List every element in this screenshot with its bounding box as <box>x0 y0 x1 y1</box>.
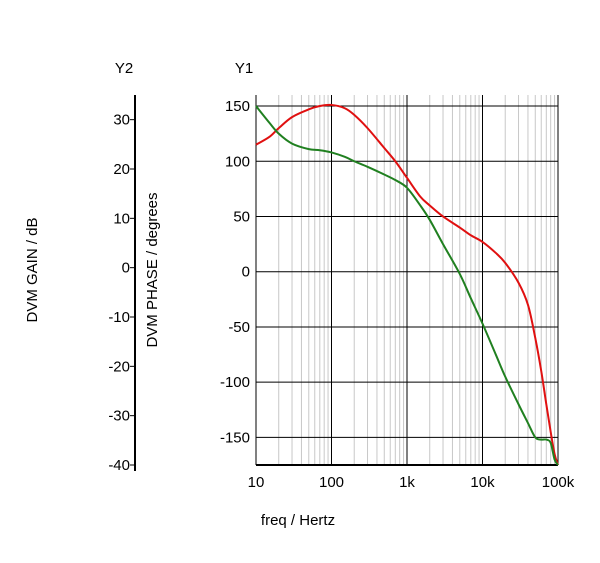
y2-tick-label: -20 <box>108 358 130 375</box>
y2-tick-label: -10 <box>108 309 130 326</box>
x-axis-label: freq / Hertz <box>261 512 335 529</box>
y1-tick-label: -100 <box>220 374 250 391</box>
y2-tick-label: 0 <box>122 260 130 277</box>
series-line-1 <box>255 103 559 466</box>
x-tick-label: 100k <box>542 474 575 491</box>
y1-tick-label: 0 <box>242 264 250 281</box>
y2-tick-label: 30 <box>113 112 130 129</box>
y2-tick-label: 10 <box>113 210 130 227</box>
y1-tick-label: 100 <box>225 153 250 170</box>
y2-tick-label: 20 <box>113 161 130 178</box>
series-line-2 <box>255 105 559 466</box>
y1-tick-label: 50 <box>233 208 250 225</box>
x-axis: 10 100 1k 10k 100k <box>248 474 575 491</box>
y1-tick-label: 150 <box>225 98 250 115</box>
x-tick-label: 10k <box>470 474 495 491</box>
x-tick-label: 10 <box>248 474 265 491</box>
y2-tick-label: -40 <box>108 457 130 474</box>
y2-tick-label: -30 <box>108 408 130 425</box>
y2-axis: 30 20 10 0 -10 -20 -30 -40 <box>108 95 136 474</box>
x-tick-label: 100 <box>319 474 344 491</box>
y1-tick-label: -150 <box>220 429 250 446</box>
grid <box>255 95 559 466</box>
y2-axis-name: Y2 <box>115 60 133 77</box>
x-tick-label: 1k <box>399 474 415 491</box>
series-layer <box>255 103 559 466</box>
y1-axis-label: DVM PHASE / degrees <box>144 192 161 347</box>
y1-axis-name: Y1 <box>235 60 253 77</box>
y2-axis-label: DVM GAIN / dB <box>24 217 41 322</box>
y1-tick-label: -50 <box>228 319 250 336</box>
y1-axis: 150 100 50 0 -50 -100 -150 <box>220 98 250 446</box>
